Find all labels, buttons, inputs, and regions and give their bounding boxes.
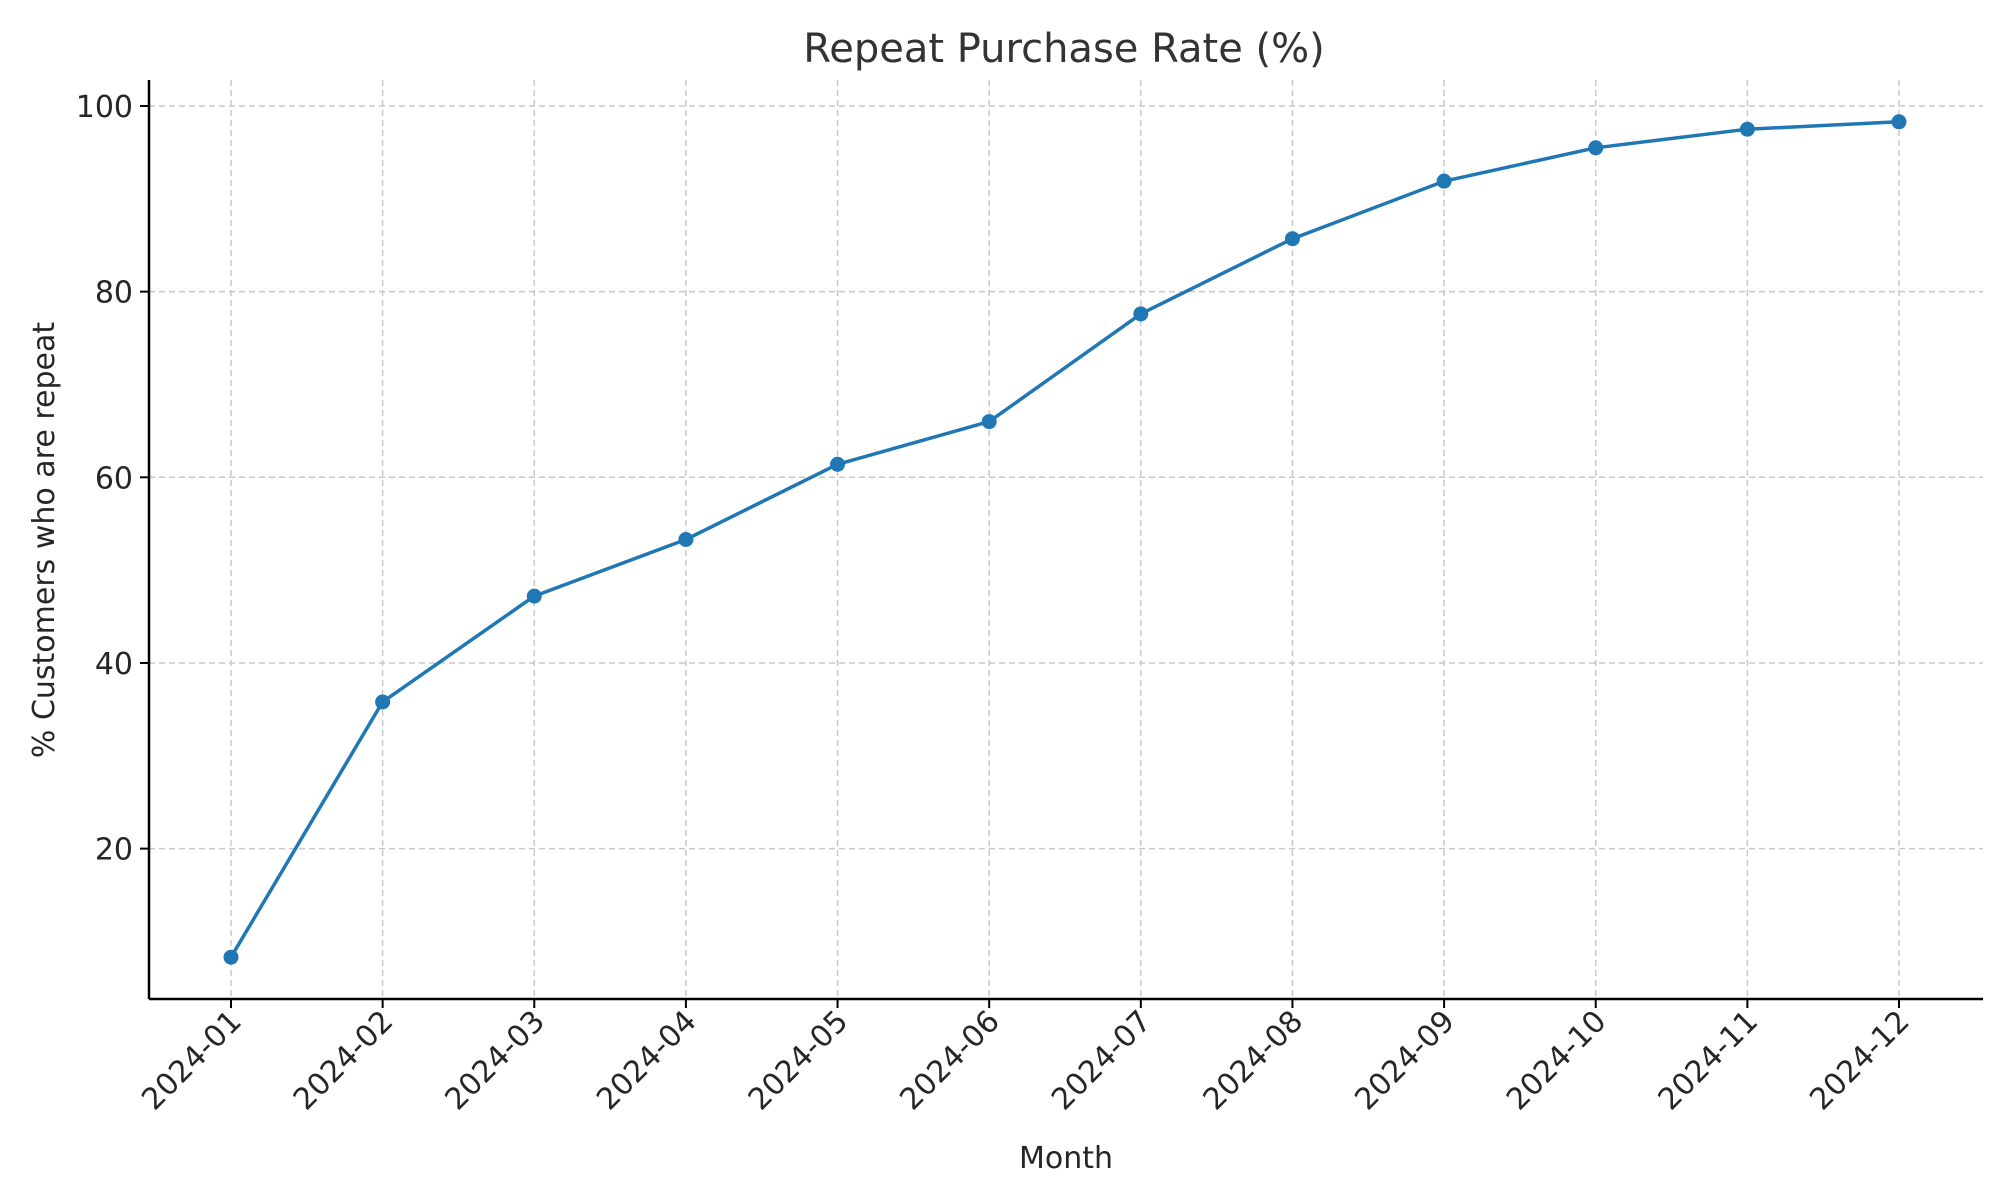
ticks: 20 40 60 80 100 2024-01 2024-02 2024-03 2024-04 2…: [76, 90, 1917, 1117]
y-tick-label: 20: [95, 833, 133, 868]
data-point: [981, 414, 997, 430]
x-tick-label: 2024-03: [439, 1004, 552, 1117]
x-tick-label: 2024-04: [590, 1004, 703, 1117]
y-tick-label: 60: [95, 461, 133, 496]
data-point: [223, 949, 239, 965]
data-point: [1739, 121, 1755, 137]
series: [223, 114, 1907, 965]
data-point: [1133, 306, 1149, 322]
grid: [149, 80, 1983, 999]
data-point: [830, 456, 846, 472]
y-tick-label: 100: [76, 90, 133, 125]
y-tick-label: 80: [95, 276, 133, 311]
x-tick-label: 2024-08: [1197, 1004, 1310, 1117]
data-point: [375, 694, 391, 710]
y-tick-label: 40: [95, 647, 133, 682]
y-axis-label: % Customers who are repeat: [27, 322, 62, 758]
x-axis-label: Month: [1019, 1141, 1113, 1176]
data-point: [678, 532, 694, 547]
data-point: [1891, 114, 1907, 130]
data-point: [526, 588, 542, 604]
x-tick-label: 2024-12: [1803, 1004, 1916, 1117]
x-tick-label: 2024-09: [1348, 1004, 1461, 1117]
chart-title: Repeat Purchase Rate (%): [803, 26, 1325, 72]
axes: [147, 80, 1983, 1001]
x-tick-label: 2024-07: [1045, 1004, 1158, 1117]
data-point: [1284, 231, 1300, 247]
x-tick-label: 2024-11: [1652, 1004, 1765, 1117]
x-tick-label: 2024-01: [135, 1004, 248, 1117]
x-tick-label: 2024-06: [893, 1004, 1006, 1117]
data-point: [1588, 140, 1604, 156]
x-tick-label: 2024-02: [287, 1004, 400, 1117]
x-tick-label: 2024-05: [742, 1004, 855, 1117]
series-line: [229, 120, 1901, 959]
x-tick-label: 2024-10: [1500, 1004, 1613, 1117]
data-point: [1436, 173, 1452, 189]
